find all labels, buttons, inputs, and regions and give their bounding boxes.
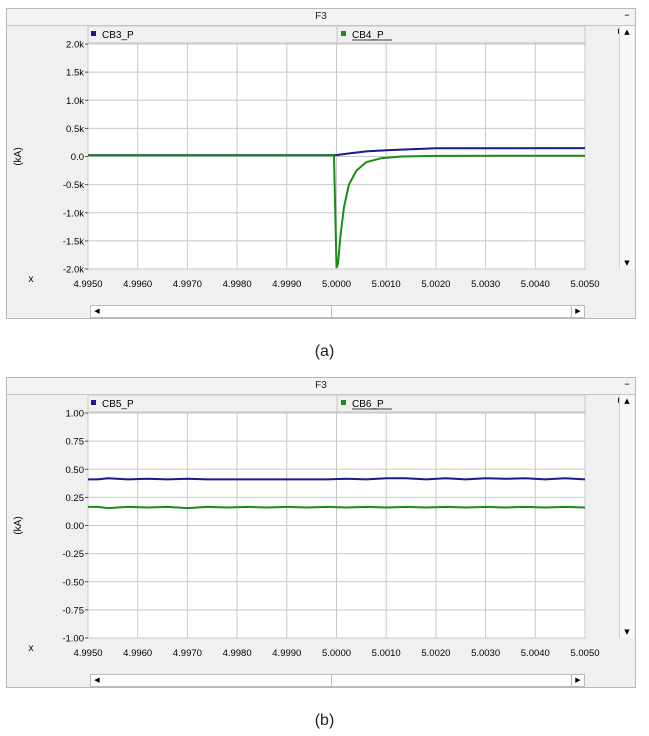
x-tick-label: 4.9990	[272, 279, 301, 290]
horizontal-scrollbar[interactable]: ◀ ▶	[90, 674, 585, 687]
x-tick-label: 4.9950	[73, 648, 102, 659]
legend-label-cb3-p[interactable]: CB3_P	[102, 30, 134, 41]
legend-swatch-cb3-p	[91, 31, 96, 36]
legend-label-cb6-p[interactable]: CB6_P	[352, 399, 384, 410]
legend-swatch-cb5-p	[91, 400, 96, 405]
x-axis-label: x	[29, 643, 34, 654]
x-tick-label: 4.9970	[173, 648, 202, 659]
y-axis-label: (kA)	[13, 147, 24, 165]
y-tick-label: 0.50	[66, 465, 85, 476]
x-tick-label: 4.9960	[123, 648, 152, 659]
y-tick-label: -1.00	[62, 634, 84, 645]
arrow-down-icon[interactable]: ▼	[624, 628, 630, 636]
legend-swatch-cb4-p	[341, 31, 346, 36]
arrow-right-icon[interactable]: ▶	[571, 306, 584, 317]
legend-label-cb5-p[interactable]: CB5_P	[102, 399, 134, 410]
y-tick-label: -2.0k	[63, 265, 84, 276]
x-tick-label: 5.0010	[372, 279, 401, 290]
panel-title: F3 –	[7, 9, 635, 26]
vertical-scrollbar[interactable]: ▲ ▼	[619, 26, 634, 269]
series-line-cb5-p	[88, 477, 586, 481]
x-tick-label: 4.9960	[123, 279, 152, 290]
panel-title: F3 –	[7, 378, 635, 395]
y-tick-label: -0.50	[62, 577, 84, 588]
x-tick-label: 5.0000	[322, 279, 351, 290]
series-line-cb4-p	[88, 154, 586, 269]
arrow-up-icon[interactable]: ▲	[624, 28, 630, 36]
x-tick-label: 4.9950	[73, 279, 102, 290]
x-tick-label: 4.9970	[173, 279, 202, 290]
y-tick-label: 1.00	[66, 409, 85, 420]
vertical-scrollbar[interactable]: ▲ ▼	[619, 395, 634, 638]
series-line-cb6-p	[88, 505, 586, 510]
y-tick-label: -0.75	[62, 605, 84, 616]
y-tick-label: -1.0k	[63, 208, 84, 219]
legend-label-cb4-p[interactable]: CB4_P	[352, 30, 384, 41]
x-tick-label: 5.0050	[570, 648, 599, 659]
y-tick-label: 1.5k	[66, 68, 84, 79]
y-tick-label: 1.0k	[66, 96, 84, 107]
arrow-left-icon[interactable]: ◀	[94, 676, 100, 684]
y-tick-label: 0.0	[71, 152, 84, 163]
panel-title-text: F3	[315, 11, 327, 22]
panel-title-text: F3	[315, 380, 327, 391]
x-tick-label: 5.0040	[521, 279, 550, 290]
x-tick-label: 4.9990	[272, 648, 301, 659]
y-tick-label: 0.25	[66, 493, 85, 504]
plot-area[interactable]: CB5_P CB6_P 4.9950 4.9960 4.9970 4.9980 4.9990…	[7, 395, 635, 673]
y-tick-label: -0.5k	[63, 180, 84, 191]
y-tick-label: 0.75	[66, 437, 85, 448]
scrollbar-thumb[interactable]	[331, 675, 332, 686]
plot-area[interactable]: CB3_P CB4_P 4.9950 4.9960 4.9970 4.9980 4.9990…	[7, 26, 635, 304]
figure-caption-b: (b)	[314, 712, 335, 729]
x-tick-label: 5.0030	[471, 648, 500, 659]
legend-swatch-cb6-p	[341, 400, 346, 405]
series-line-cb3-p	[88, 147, 586, 157]
x-tick-label: 5.0030	[471, 279, 500, 290]
arrow-down-icon[interactable]: ▼	[624, 259, 630, 267]
x-tick-label: 5.0050	[570, 279, 599, 290]
y-tick-label: 0.5k	[66, 124, 84, 135]
y-tick-label: -1.5k	[63, 236, 84, 247]
y-tick-label: 0.00	[66, 521, 85, 532]
arrow-up-icon[interactable]: ▲	[624, 397, 630, 405]
scrollbar-thumb[interactable]	[331, 306, 332, 317]
y-axis-label: (kA)	[13, 516, 24, 534]
figure-caption-a: (a)	[314, 343, 335, 360]
graph-panel-b: F3 – CB5_P CB6_P 4.9950 4.9960 4.9970 4.9980 4…	[6, 377, 636, 688]
y-tick-label: 2.0k	[66, 40, 84, 51]
x-tick-label: 4.9980	[223, 648, 252, 659]
x-tick-label: 5.0010	[372, 648, 401, 659]
minimize-icon[interactable]: –	[624, 377, 630, 390]
minimize-icon[interactable]: –	[624, 8, 630, 21]
x-tick-label: 4.9980	[223, 279, 252, 290]
x-tick-label: 5.0040	[521, 648, 550, 659]
arrow-right-icon[interactable]: ▶	[571, 675, 584, 686]
horizontal-scrollbar[interactable]: ◀ ▶	[90, 305, 585, 318]
arrow-left-icon[interactable]: ◀	[94, 307, 100, 315]
x-tick-label: 5.0020	[421, 648, 450, 659]
x-tick-label: 5.0020	[421, 279, 450, 290]
graph-panel-a: F3 – CB3_P CB4_P 4.9950 4.9960 4.9970 4.9980 4…	[6, 8, 636, 319]
x-axis-label: x	[29, 274, 34, 285]
x-tick-label: 5.0000	[322, 648, 351, 659]
y-tick-label: -0.25	[62, 549, 84, 560]
